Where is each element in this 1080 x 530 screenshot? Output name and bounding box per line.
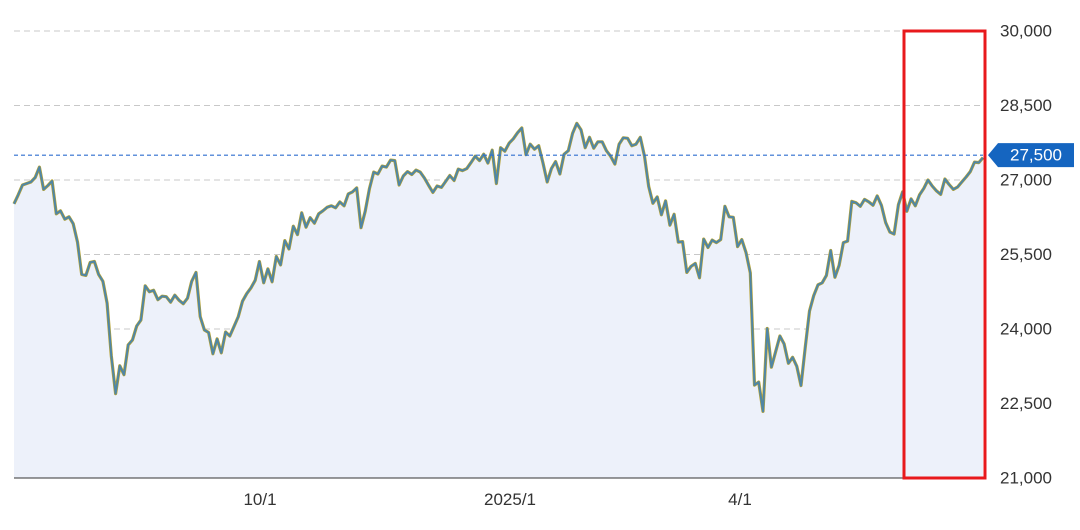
y-tick-label: 30,000	[1000, 22, 1052, 41]
x-tick-label: 10/1	[243, 490, 276, 509]
x-axis: 10/1 2025/1 4/1	[243, 490, 751, 509]
series-area-fill	[14, 123, 983, 479]
highlight-box	[902, 29, 987, 480]
current-value-badge-shape	[988, 143, 1074, 168]
y-tick-label: 24,000	[1000, 320, 1052, 339]
y-tick-label: 25,500	[1000, 245, 1052, 264]
y-axis: 30,000 28,500 27,000 25,500 24,000 22,500 21,0…	[1000, 22, 1052, 488]
y-tick-label: 21,000	[1000, 469, 1052, 488]
x-tick-label: 4/1	[728, 490, 752, 509]
current-value-label: 27,500	[1010, 146, 1062, 165]
current-value-badge: 27,500	[988, 143, 1074, 168]
y-tick-label: 27,000	[1000, 171, 1052, 190]
x-tick-label: 2025/1	[484, 490, 536, 509]
y-tick-label: 28,500	[1000, 96, 1052, 115]
series-line	[13, 122, 984, 413]
y-tick-label: 22,500	[1000, 394, 1052, 413]
